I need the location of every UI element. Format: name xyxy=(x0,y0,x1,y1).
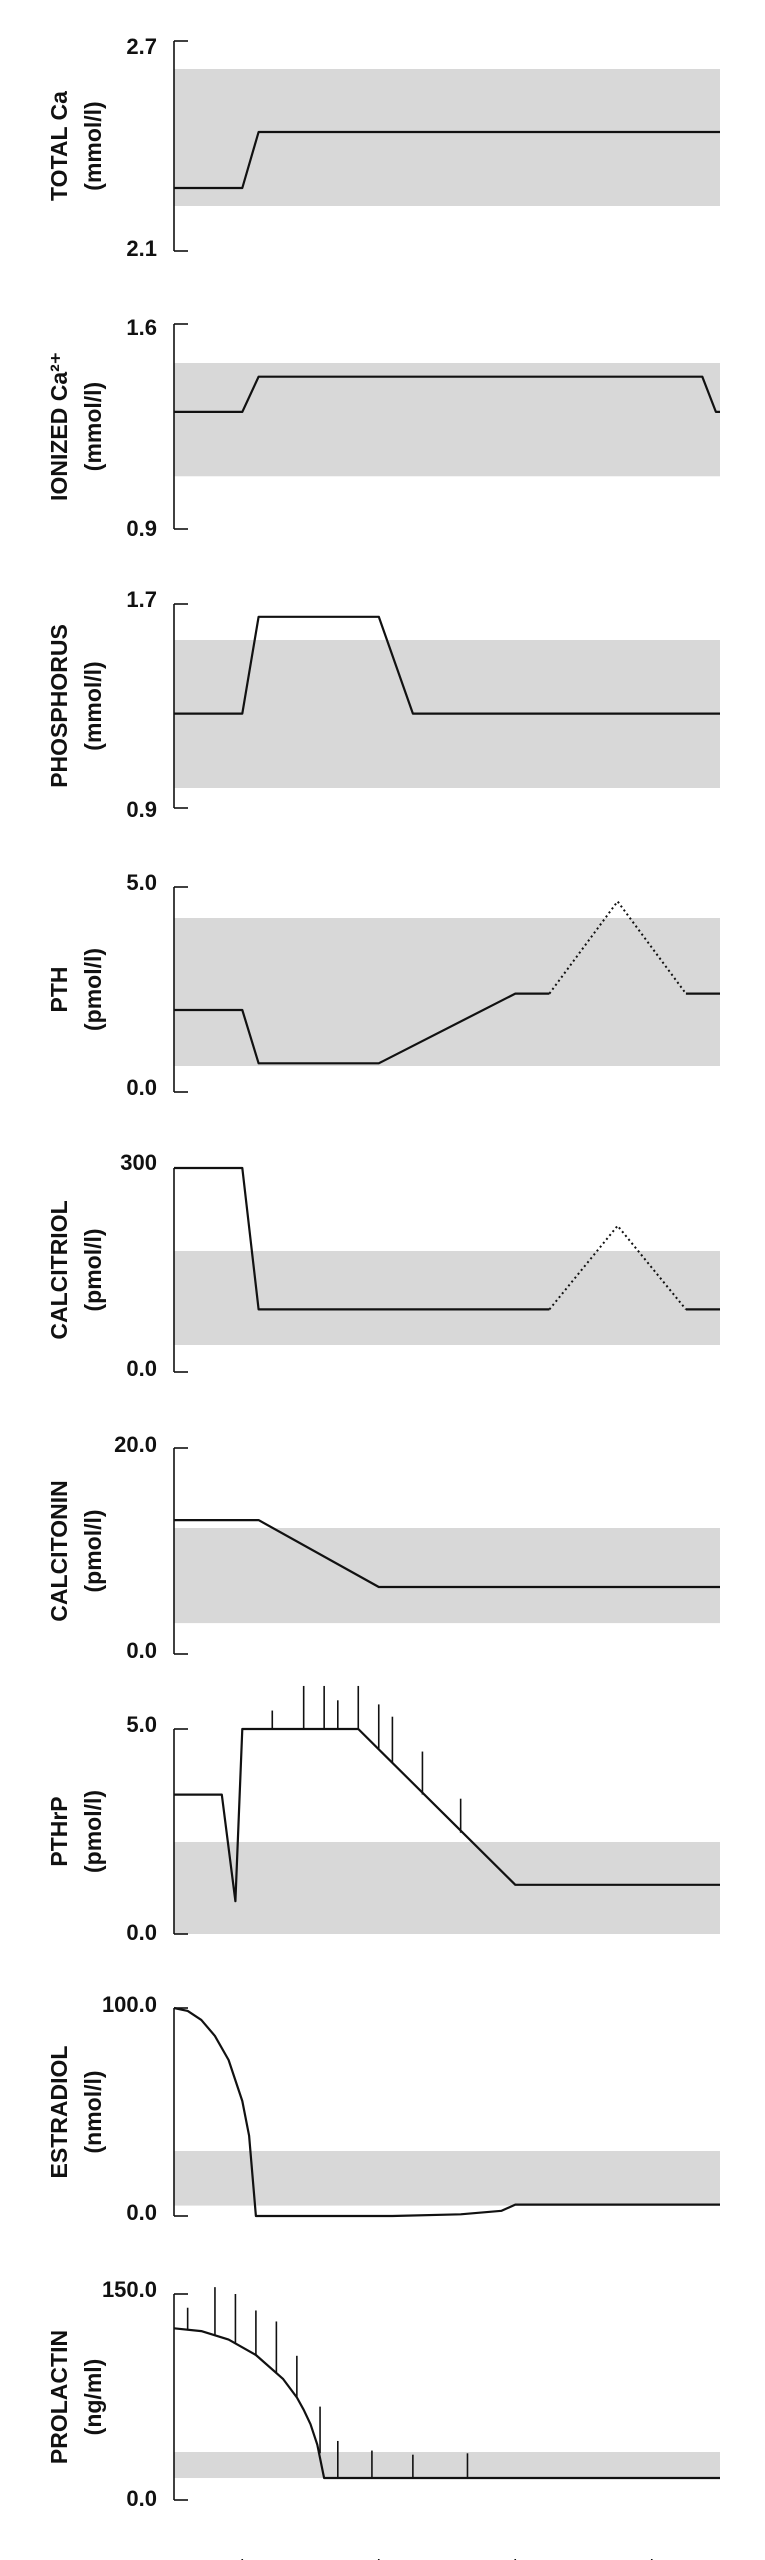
y-tick-label-min: 0.9 xyxy=(126,797,157,822)
y-axis-label-unit: (pmol/l) xyxy=(80,1228,106,1311)
y-axis-label-name: ESTRADIOL xyxy=(46,2046,72,2179)
series-line xyxy=(174,130,720,190)
y-axis-label: PHOSPHORUS (mmol/l) xyxy=(46,624,106,788)
y-axis-label-name: PTHrP xyxy=(46,1796,72,1866)
y-axis-label-unit: (nmol/l) xyxy=(80,2070,106,2153)
y-tick-label-min: 0.0 xyxy=(126,2486,157,2511)
normal-range-band xyxy=(174,1842,720,1934)
y-tick-label-min: 0.0 xyxy=(126,1075,157,1100)
y-tick-label-min: 2.1 xyxy=(126,236,157,261)
y-tick-label-max: 300 xyxy=(120,1150,157,1175)
y-axis-label-name: CALCITONIN xyxy=(46,1480,72,1621)
y-tick-label-min: 0.9 xyxy=(126,516,157,541)
y-axis-label-unit: (pmol/l) xyxy=(80,948,106,1031)
y-axis-label: PROLACTIN (ng/ml) xyxy=(46,2330,106,2464)
y-tick-label-max: 1.6 xyxy=(126,315,157,340)
y-tick-label-max: 2.7 xyxy=(126,34,157,59)
normal-range-band xyxy=(174,1528,720,1624)
normal-range-band xyxy=(174,363,720,477)
y-axis-label-unit: (mmol/l) xyxy=(80,661,106,750)
y-axis-label: CALCITRIOL (pmol/l) xyxy=(46,1200,106,1339)
y-axis-label-name: PHOSPHORUS xyxy=(46,624,72,788)
normal-range-band xyxy=(174,69,720,206)
y-tick-label-max: 20.0 xyxy=(114,1432,157,1457)
series-line-dotted xyxy=(548,900,687,995)
normal-range-band xyxy=(174,918,720,1066)
series-line-dotted xyxy=(548,1224,687,1311)
y-axis-label-name: PTH xyxy=(46,967,72,1013)
y-tick-label-max: 1.7 xyxy=(126,587,157,612)
y-axis-label-name: IONIZED Ca²⁺ xyxy=(46,352,72,501)
y-axis-label-unit: (pmol/l) xyxy=(80,1790,106,1873)
series-line xyxy=(174,1166,550,1311)
y-axis-label-unit: (mmol/l) xyxy=(80,382,106,471)
y-axis-label: ESTRADIOL (nmol/l) xyxy=(46,2046,106,2179)
normal-range-band xyxy=(174,1251,720,1345)
y-tick-label-min: 0.0 xyxy=(126,1356,157,1381)
y-axis-label: IONIZED Ca²⁺ (mmol/l) xyxy=(46,352,106,501)
normal-range-band xyxy=(174,2452,720,2479)
y-axis-label-name: TOTAL Ca xyxy=(46,91,72,201)
y-tick-label-max: 150.0 xyxy=(102,2277,157,2302)
y-tick-label-max: 5.0 xyxy=(126,1712,157,1737)
series-line xyxy=(174,992,550,1065)
series-line xyxy=(174,1727,720,1903)
y-axis-label-unit: (pmol/l) xyxy=(80,1509,106,1592)
series-line xyxy=(174,615,720,715)
y-tick-label-max: 100.0 xyxy=(102,1992,157,2017)
y-axis-label-unit: (ng/ml) xyxy=(80,2359,106,2436)
y-tick-label-min: 0.0 xyxy=(126,1638,157,1663)
y-axis-label: PTHrP (pmol/l) xyxy=(46,1790,106,1873)
y-axis-label: TOTAL Ca (mmol/l) xyxy=(46,91,106,201)
series-line xyxy=(173,2006,720,2218)
y-axis-label-name: CALCITRIOL xyxy=(46,1200,72,1339)
y-axis-label-name: PROLACTIN xyxy=(46,2330,72,2464)
y-tick-label-min: 0.0 xyxy=(126,2200,157,2225)
series-line xyxy=(174,1518,720,1589)
y-axis-label-unit: (mmol/l) xyxy=(80,101,106,190)
y-axis-label: CALCITONIN (pmol/l) xyxy=(46,1480,106,1621)
y-tick-label-max: 5.0 xyxy=(126,870,157,895)
y-tick-label-min: 0.0 xyxy=(126,1920,157,1945)
normal-range-band xyxy=(174,2151,720,2206)
series-line xyxy=(174,375,720,413)
y-axis-label: PTH (pmol/l) xyxy=(46,948,106,1031)
